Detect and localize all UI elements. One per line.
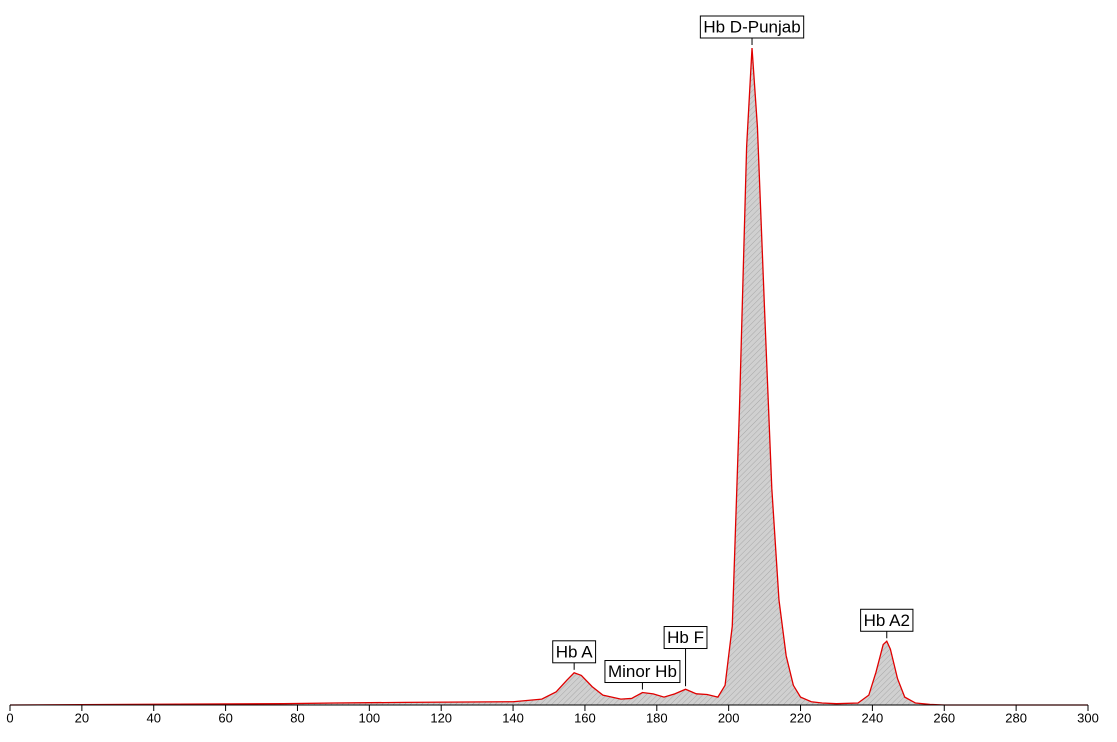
x-tick-label: 80	[290, 710, 304, 725]
x-tick-label: 260	[933, 710, 955, 725]
trace-line	[9, 47, 1088, 706]
peak-label-text: Minor Hb	[608, 662, 677, 681]
peak-label-text: Hb A	[556, 642, 594, 661]
peak-label-text: Hb F	[667, 628, 704, 647]
peak-area	[10, 48, 1088, 705]
x-tick-label: 280	[1005, 710, 1027, 725]
x-tick-label: 220	[790, 710, 812, 725]
x-tick-label: 40	[146, 710, 160, 725]
peak-label: Hb F	[663, 626, 708, 687]
peak-label: Hb A	[552, 640, 597, 670]
x-tick-label: 200	[718, 710, 740, 725]
x-tick-label: 100	[358, 710, 380, 725]
x-tick-label: 120	[430, 710, 452, 725]
x-tick-label: 140	[502, 710, 524, 725]
x-tick-label: 180	[646, 710, 668, 725]
peak-label-text: Hb D-Punjab	[703, 17, 800, 36]
x-tick-label: 240	[862, 710, 884, 725]
x-tick-label: 160	[574, 710, 596, 725]
x-tick-label: 60	[218, 710, 232, 725]
x-tick-label: 0	[6, 710, 13, 725]
x-tick-label: 300	[1077, 710, 1099, 725]
peak-label: Hb A2	[860, 608, 914, 639]
peak-label: Minor Hb	[604, 660, 681, 690]
x-tick-label: 20	[75, 710, 89, 725]
peak-label-text: Hb A2	[864, 611, 910, 630]
peak-label: Hb D-Punjab	[699, 15, 805, 45]
